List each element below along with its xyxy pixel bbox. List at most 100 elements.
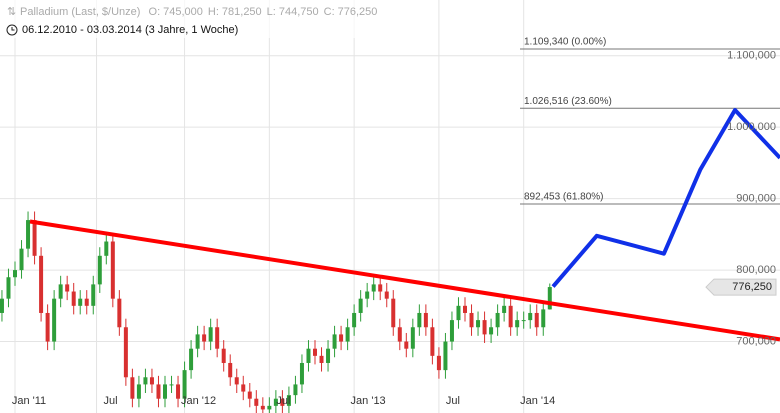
candle-body — [404, 341, 409, 349]
candle-body — [371, 284, 376, 292]
x-tick-label: Jan '14 — [520, 395, 555, 407]
candle-body — [26, 220, 31, 249]
last-value-label: 776,250 — [732, 281, 772, 293]
candle-body — [182, 370, 187, 399]
candle-body — [110, 241, 115, 299]
candle-body — [215, 327, 220, 349]
candle-body — [156, 384, 161, 399]
candle-body — [521, 320, 526, 322]
candle-body — [482, 320, 487, 335]
candle-body — [202, 334, 207, 342]
candle-body — [352, 312, 357, 328]
header-line: Palladium (Last, $/Unze) O: 745,000 H: 781,… — [20, 6, 377, 18]
candle-body — [410, 327, 415, 349]
candle-body — [189, 348, 194, 371]
x-tick-label: Jan '11 — [12, 395, 46, 407]
candle-body — [208, 327, 213, 342]
candle-body — [423, 312, 428, 328]
candle-body — [169, 384, 174, 386]
candle-body — [91, 284, 96, 306]
projection — [551, 108, 780, 288]
candle-body — [97, 255, 102, 285]
y-tick-label: 1.000,000 — [727, 121, 776, 133]
candle-body — [241, 384, 246, 392]
candle-body — [221, 348, 226, 363]
candle-body — [547, 287, 552, 310]
candle-body — [254, 398, 259, 406]
candle-body — [456, 305, 461, 321]
candle-body — [71, 291, 76, 306]
x-tick-label: Jul — [276, 395, 290, 407]
ohlc-key: L: — [267, 6, 276, 18]
candle-body — [417, 312, 422, 328]
candle-body — [345, 327, 350, 342]
ohlc-key: C: — [324, 6, 335, 18]
candle-body — [313, 348, 317, 356]
candle-body — [84, 298, 89, 306]
clock-hands — [11, 27, 15, 31]
candle-body — [489, 327, 494, 335]
candle-body — [534, 312, 539, 328]
candle-body — [443, 341, 448, 371]
ohlc-value: 776,250 — [338, 6, 378, 18]
y-tick-label: 700,000 — [736, 335, 776, 347]
candle-body — [476, 320, 481, 328]
candle-body — [52, 298, 57, 342]
candle-body — [339, 334, 344, 342]
ohlc-value: 744,750 — [279, 6, 319, 18]
clock-icon — [6, 24, 18, 36]
y-tick-label: 1.100,000 — [727, 50, 776, 62]
candle-body — [508, 305, 513, 328]
candle-body — [234, 377, 239, 385]
candle-body — [149, 377, 154, 385]
candle-body — [449, 320, 454, 342]
candle-body — [143, 377, 148, 385]
candle-body — [65, 284, 70, 292]
candle-body — [469, 312, 474, 328]
candle-body — [58, 284, 63, 299]
candle-body — [326, 348, 331, 363]
candle-body — [293, 384, 298, 396]
candle-body — [463, 305, 467, 313]
candle-body — [260, 405, 265, 410]
ohlc-key: H: — [208, 6, 219, 18]
y-tick-label: 800,000 — [736, 264, 776, 276]
candle-body — [123, 327, 128, 378]
trendline — [29, 219, 780, 342]
candle-body — [13, 270, 17, 278]
level-label: 1.026,516 (23.60%) — [524, 96, 612, 107]
x-tick-label: Jan '12 — [181, 395, 216, 407]
candle-body — [306, 348, 311, 363]
candle-body — [130, 377, 135, 399]
candle-body — [502, 305, 507, 313]
candle-body — [515, 320, 520, 328]
candle-body — [280, 398, 285, 406]
candle-body — [0, 298, 4, 313]
x-tick-label: Jul — [446, 395, 460, 407]
subtitle: 06.12.2010 - 03.03.2014 (3 Jahre, 1 Woch… — [22, 24, 238, 36]
candle-body — [397, 327, 402, 342]
candle-body — [436, 355, 441, 371]
candle-body — [78, 298, 83, 306]
candle-body — [247, 391, 252, 399]
candle-body — [228, 362, 233, 378]
candle-body — [6, 277, 11, 299]
candle-body — [391, 298, 396, 328]
icon: ⇅ — [7, 6, 16, 18]
candle-body — [528, 312, 533, 321]
candle-body — [136, 384, 141, 399]
header: ⇅ Palladium (Last, $/Unze) O: 745,000 H: 78… — [0, 0, 430, 38]
candle-body — [319, 355, 324, 363]
candle-body — [384, 291, 389, 299]
candle-body — [19, 248, 24, 271]
level-label: 1.109,340 (0.00%) — [524, 37, 606, 48]
y-tick-label: 900,000 — [736, 193, 776, 205]
candle-body — [332, 334, 337, 349]
candle-body — [45, 312, 50, 342]
candle-body — [273, 398, 278, 406]
ohlc-value: 745,000 — [163, 6, 203, 18]
x-tick-label: Jul — [103, 395, 117, 407]
last-value-tag — [705, 278, 777, 296]
